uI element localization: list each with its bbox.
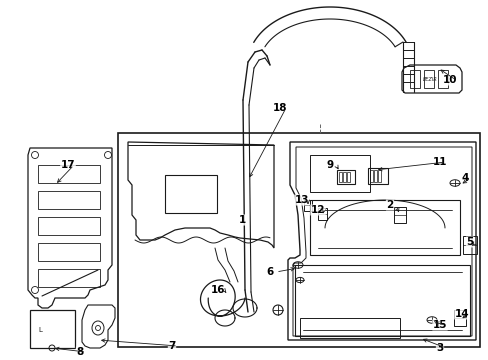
- Bar: [164, 175, 217, 213]
- Text: 5: 5: [466, 237, 473, 247]
- Bar: [377, 170, 380, 182]
- Bar: [317, 208, 326, 220]
- Text: BEZIR: BEZIR: [422, 77, 436, 81]
- Bar: [453, 310, 465, 326]
- Bar: [118, 133, 479, 347]
- Text: 9: 9: [326, 160, 333, 170]
- Text: 10: 10: [442, 75, 456, 85]
- Text: 2: 2: [386, 200, 393, 210]
- Text: 15: 15: [432, 320, 447, 330]
- Bar: [462, 236, 476, 254]
- Bar: [373, 170, 376, 182]
- Text: L: L: [38, 327, 42, 333]
- Text: 13: 13: [294, 195, 308, 205]
- Bar: [393, 207, 405, 223]
- Bar: [304, 200, 311, 211]
- Text: 17: 17: [61, 160, 75, 170]
- Text: 7: 7: [168, 341, 175, 351]
- Bar: [346, 172, 349, 182]
- Text: 3: 3: [435, 343, 443, 353]
- Text: 1: 1: [238, 215, 245, 225]
- Bar: [342, 172, 346, 182]
- Text: 12: 12: [310, 205, 325, 215]
- Text: 16: 16: [210, 285, 225, 295]
- Bar: [367, 168, 387, 184]
- Text: 11: 11: [432, 157, 447, 167]
- Text: 18: 18: [272, 103, 286, 113]
- Text: 14: 14: [454, 309, 468, 319]
- Bar: [423, 70, 433, 88]
- Bar: [336, 170, 354, 184]
- Text: 4: 4: [460, 173, 468, 183]
- Bar: [409, 70, 419, 88]
- Bar: [437, 70, 447, 88]
- Bar: [338, 172, 341, 182]
- Text: 6: 6: [266, 267, 273, 277]
- Text: 8: 8: [76, 347, 83, 357]
- Bar: [369, 170, 372, 182]
